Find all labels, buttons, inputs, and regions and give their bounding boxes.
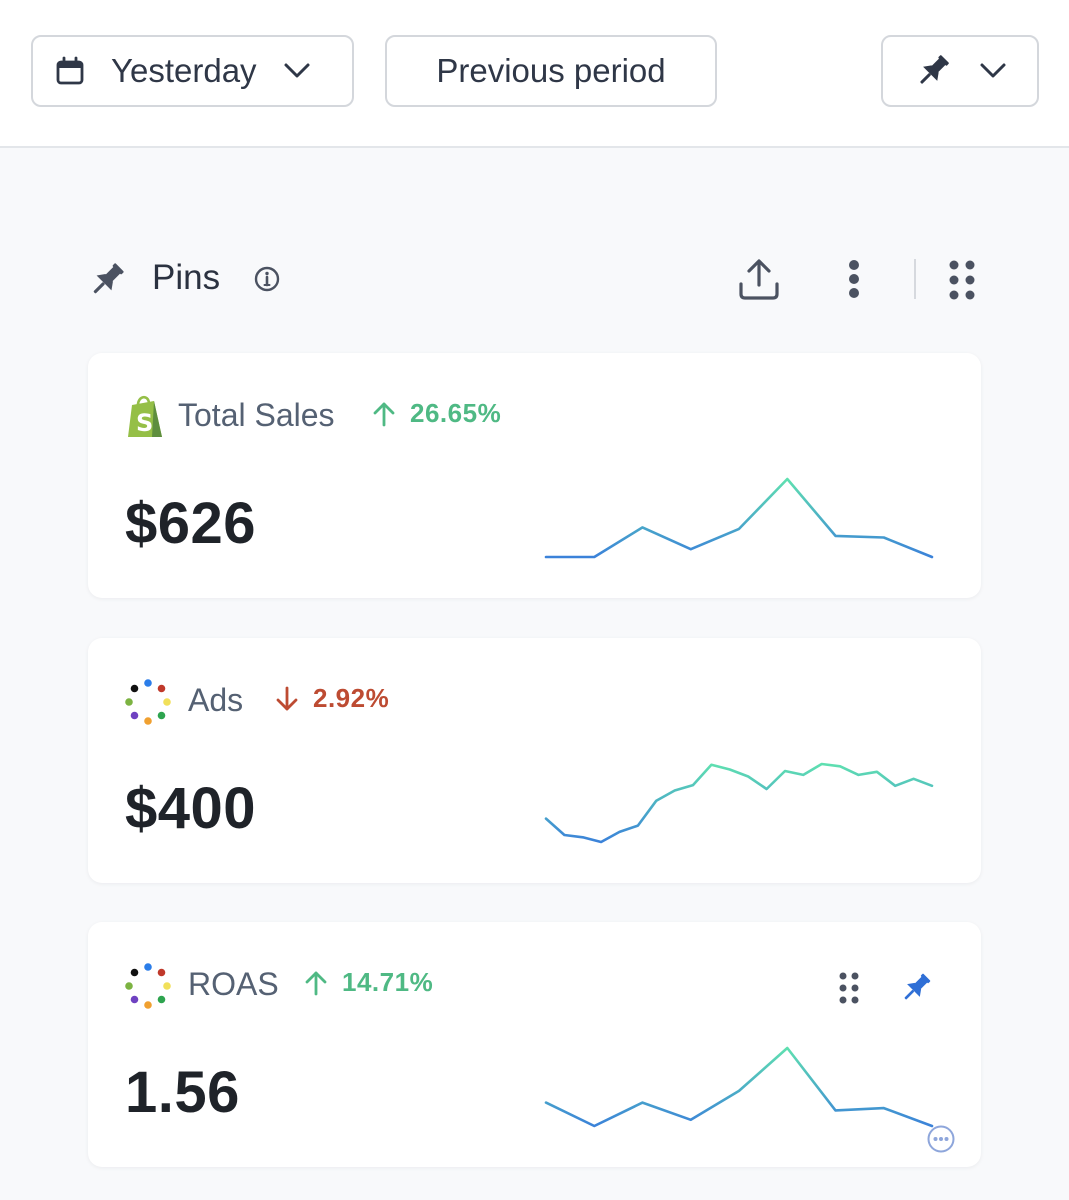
date-range-button[interactable]: Yesterday bbox=[31, 35, 354, 107]
trend-indicator: 26.65% bbox=[372, 398, 501, 429]
arrow-up-icon bbox=[373, 402, 395, 426]
sparkline bbox=[544, 1046, 934, 1128]
share-icon[interactable] bbox=[736, 256, 782, 302]
trend-indicator: 2.92% bbox=[275, 683, 389, 714]
calendar-icon bbox=[56, 56, 84, 85]
sparkline bbox=[544, 762, 934, 844]
more-options-icon[interactable] bbox=[926, 1124, 956, 1154]
sparkline-series bbox=[544, 477, 934, 559]
drag-handle-icon[interactable] bbox=[838, 972, 860, 1004]
drag-grid-icon[interactable] bbox=[948, 260, 976, 300]
arrow-down-icon bbox=[276, 686, 298, 710]
pin-icon bbox=[93, 263, 124, 294]
section-title: Pins bbox=[152, 258, 221, 297]
chevron-down-icon bbox=[980, 63, 1006, 78]
metric-card-ads[interactable]: Ads 2.92% $400 bbox=[88, 638, 981, 883]
trend-percentage: 26.65% bbox=[410, 398, 502, 428]
pin-icon bbox=[920, 55, 949, 84]
dot-ring-icon bbox=[125, 679, 171, 725]
date-range-label: Yesterday bbox=[111, 52, 257, 89]
trend-indicator: 14.71% bbox=[304, 967, 433, 998]
shopify-icon: S bbox=[128, 395, 162, 437]
metric-value: $400 bbox=[125, 776, 257, 841]
metric-card-total-sales[interactable]: S Total Sales 26.65% $626 bbox=[88, 353, 981, 598]
metric-name: ROAS bbox=[188, 966, 279, 1002]
pin-menu-button[interactable] bbox=[881, 35, 1039, 107]
metric-name: Ads bbox=[188, 682, 244, 718]
top-toolbar: Yesterday Previous period bbox=[0, 0, 1069, 148]
toolbar-divider bbox=[914, 259, 916, 299]
sparkline-series bbox=[544, 1046, 934, 1128]
trend-percentage: 14.71% bbox=[342, 967, 434, 997]
metric-value: $626 bbox=[125, 491, 257, 556]
kebab-menu-icon[interactable] bbox=[844, 260, 864, 300]
sparkline bbox=[544, 477, 934, 559]
metric-card-roas[interactable]: ROAS 14.71% 1.56 bbox=[88, 922, 981, 1167]
trend-percentage: 2.92% bbox=[313, 683, 390, 713]
compare-period-button[interactable]: Previous period bbox=[385, 35, 717, 107]
svg-text:S: S bbox=[136, 409, 153, 437]
pinned-icon[interactable] bbox=[898, 970, 934, 1006]
info-icon[interactable] bbox=[254, 266, 280, 292]
metric-value: 1.56 bbox=[125, 1060, 240, 1125]
dot-ring-icon bbox=[125, 963, 171, 1009]
sparkline-series bbox=[544, 762, 934, 844]
compare-period-label: Previous period bbox=[436, 52, 666, 89]
chevron-down-icon bbox=[284, 63, 310, 78]
metric-name: Total Sales bbox=[178, 397, 335, 433]
pins-section-header: Pins bbox=[86, 250, 986, 310]
arrow-up-icon bbox=[305, 971, 327, 995]
